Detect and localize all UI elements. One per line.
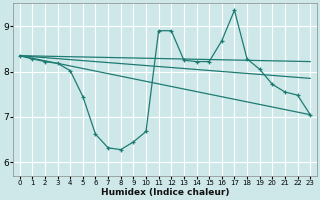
X-axis label: Humidex (Indice chaleur): Humidex (Indice chaleur) (101, 188, 229, 197)
